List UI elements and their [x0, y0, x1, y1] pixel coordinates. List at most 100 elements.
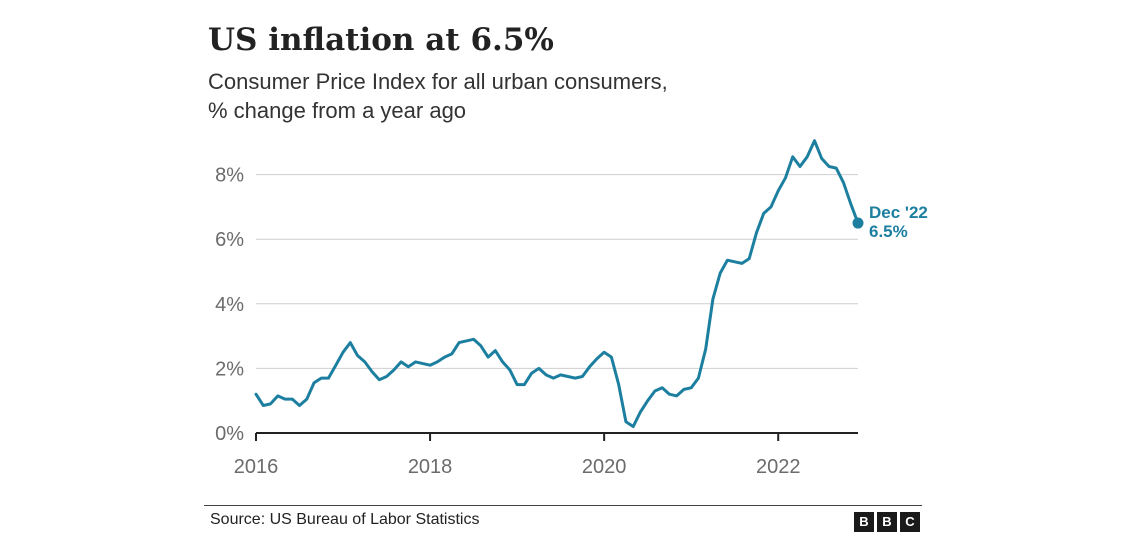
data-point [392, 369, 395, 372]
data-point [806, 155, 809, 158]
source-note: Source: US Bureau of Labor Statistics [210, 511, 480, 528]
data-point [668, 393, 671, 396]
data-point [298, 404, 301, 407]
data-point [385, 375, 388, 378]
data-point [552, 377, 555, 380]
x-tick-label: 2022 [756, 456, 801, 478]
chart-subtitle: Consumer Price Index for all urban consu… [208, 67, 848, 125]
data-point [443, 356, 446, 359]
data-point [320, 377, 323, 380]
end-annotation: Dec '226.5% [852, 203, 928, 241]
data-point [726, 259, 729, 262]
data-point [349, 341, 352, 344]
data-point [334, 364, 337, 367]
data-point [276, 394, 279, 397]
data-point [733, 260, 736, 263]
x-tick-label: 2020 [582, 456, 627, 478]
data-point [740, 262, 743, 265]
data-point [421, 362, 424, 365]
y-axis-ticks: 0% 2% 4% 6% 8% [215, 165, 244, 445]
data-point [516, 383, 519, 386]
data-point [523, 383, 526, 386]
subtitle-line-2: % change from a year ago [208, 98, 467, 123]
data-point [624, 420, 627, 423]
data-point [284, 398, 287, 401]
data-point [798, 165, 801, 168]
data-point [450, 352, 453, 355]
data-point [711, 297, 714, 300]
y-gridlines [256, 174, 858, 369]
data-point [769, 205, 772, 208]
data-point [566, 375, 569, 378]
data-point [842, 181, 845, 184]
annotation-label-2: 6.5% [869, 222, 908, 241]
data-point [262, 404, 265, 407]
logo-block-1: B [854, 512, 874, 532]
data-point [487, 356, 490, 359]
data-point [508, 369, 511, 372]
chart-title: US inflation at 6.5% [208, 22, 554, 58]
data-point [255, 393, 258, 396]
data-point [436, 360, 439, 363]
data-point [690, 386, 693, 389]
data-point [653, 390, 656, 393]
x-tick-label: 2016 [234, 456, 279, 478]
data-point [762, 212, 765, 215]
data-point [363, 360, 366, 363]
data-point [356, 354, 359, 357]
data-point [429, 364, 432, 367]
y-tick-label: 4% [215, 294, 244, 316]
data-point [342, 351, 345, 354]
data-point [646, 399, 649, 402]
data-point [574, 377, 577, 380]
logo-block-2: B [877, 512, 897, 532]
data-point [603, 351, 606, 354]
data-point [835, 167, 838, 170]
line-chart: 0% 2% 4% 6% 8% 2016 2018 2020 2022 Dec '226.5% [215, 139, 928, 478]
annotation-label-1: Dec '22 [869, 203, 928, 222]
data-point [813, 139, 816, 142]
data-point [537, 367, 540, 370]
data-point [545, 373, 548, 376]
data-point [617, 383, 620, 386]
data-point [777, 189, 780, 192]
data-point [291, 398, 294, 401]
y-tick-label: 0% [215, 423, 244, 445]
logo-block-3: C [900, 512, 920, 532]
data-point [479, 344, 482, 347]
data-point [704, 348, 707, 351]
data-point [269, 402, 272, 405]
data-point [827, 165, 830, 168]
data-point [501, 360, 504, 363]
data-point [494, 349, 497, 352]
data-point [784, 176, 787, 179]
data-point [559, 373, 562, 376]
x-axis: 2016 2018 2020 2022 [234, 432, 858, 478]
y-tick-label: 2% [215, 358, 244, 380]
subtitle-line-1: Consumer Price Index for all urban consu… [208, 69, 668, 94]
data-point [530, 372, 533, 375]
y-tick-label: 6% [215, 229, 244, 251]
y-tick-label: 8% [215, 165, 244, 187]
data-point [407, 365, 410, 368]
data-point [755, 231, 758, 234]
data-point [791, 155, 794, 158]
bbc-logo: B B C [854, 512, 920, 532]
data-point [632, 425, 635, 428]
end-point-marker [852, 217, 864, 229]
footer-divider [204, 505, 922, 506]
data-point [465, 339, 468, 342]
data-point [400, 360, 403, 363]
series-line [254, 139, 860, 428]
data-point [378, 378, 381, 381]
data-point [327, 377, 330, 380]
data-point [305, 398, 308, 401]
data-point [675, 394, 678, 397]
data-point [719, 272, 722, 275]
data-point [588, 365, 591, 368]
data-point [610, 356, 613, 359]
data-point [313, 381, 316, 384]
data-point [414, 360, 417, 363]
data-point [682, 388, 685, 391]
data-point [458, 341, 461, 344]
